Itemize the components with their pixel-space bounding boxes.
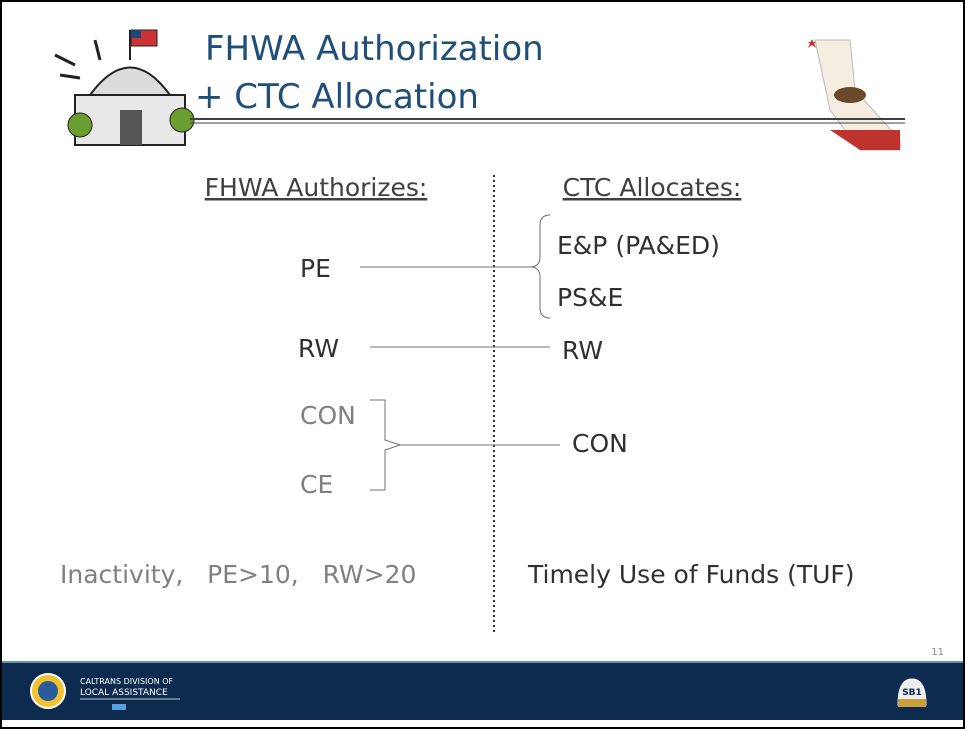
- slide-number: 11: [931, 647, 944, 658]
- sb1-badge: [898, 699, 926, 707]
- caltrans-seal: [38, 681, 58, 701]
- ct-logo: [112, 704, 126, 710]
- right-item: PS&E: [557, 283, 623, 312]
- title-line: FHWA Authorization: [205, 29, 544, 69]
- right-item: CON: [572, 429, 628, 458]
- right-item: RW: [562, 336, 603, 365]
- title-line: + CTC Allocation: [195, 77, 479, 117]
- left-footer: Inactivity, PE>10, RW>20: [60, 560, 416, 589]
- sb1-text: SB1: [902, 688, 922, 698]
- right-item: E&P (PA&ED): [557, 231, 720, 260]
- org-text: CALTRANS DIVISION OF: [80, 677, 174, 686]
- slide: FHWA Authorization + CTC Allocation FHWA…: [0, 0, 965, 729]
- left-item: RW: [298, 334, 339, 363]
- org-text: LOCAL ASSISTANCE: [80, 688, 168, 698]
- left-item: CE: [300, 470, 333, 499]
- right-footer: Timely Use of Funds (TUF): [527, 560, 855, 589]
- left-item: CON: [300, 401, 356, 430]
- left-item: PE: [300, 254, 331, 283]
- right-heading: CTC Allocates:: [563, 173, 742, 202]
- left-heading: FHWA Authorizes:: [205, 173, 428, 202]
